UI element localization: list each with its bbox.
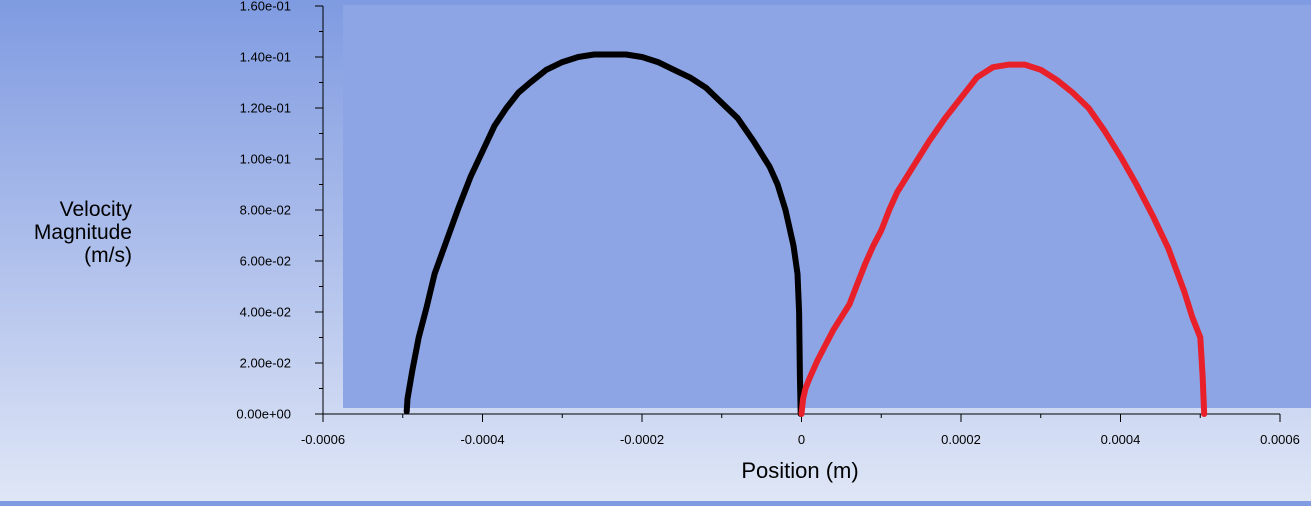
- x-tick-label: 0.0004: [1101, 432, 1141, 447]
- y-tick-label: 1.60e-01: [240, 0, 291, 14]
- y-axis-label-line-3: (m/s): [84, 244, 132, 267]
- y-axis-label: Velocity Magnitude (m/s): [0, 198, 132, 267]
- y-tick-label: 6.00e-02: [240, 254, 291, 269]
- x-tick-label: -0.0006: [301, 432, 345, 447]
- series-2-line: [798, 61, 1208, 417]
- x-axis-label: Position (m): [741, 458, 859, 483]
- x-tick-label: -0.0002: [620, 432, 664, 447]
- y-axis-label-line-1: Velocity: [59, 198, 132, 221]
- axes: 0.00e+00 2.00e-02 4.00e-02 6.00e-02 8.00e-02…: [236, 0, 1299, 447]
- y-tick-label: 2.00e-02: [240, 356, 291, 371]
- y-tick-label: 1.40e-01: [240, 50, 291, 65]
- y-tick-label: 1.00e-01: [240, 152, 291, 167]
- series-group: [403, 51, 1208, 417]
- y-tick-label: 8.00e-02: [240, 203, 291, 218]
- series-1-line: [403, 51, 804, 417]
- x-tick-label: 0.0002: [941, 432, 981, 447]
- y-tick-label: 0.00e+00: [236, 407, 291, 422]
- y-tick-label: 4.00e-02: [240, 305, 291, 320]
- x-tick-label: -0.0004: [460, 432, 504, 447]
- x-tick-label: 0: [798, 432, 805, 447]
- x-tick-label: 0.0006: [1260, 432, 1300, 447]
- y-axis-label-line-2: Magnitude: [33, 221, 132, 244]
- y-tick-label: 1.20e-01: [240, 101, 291, 116]
